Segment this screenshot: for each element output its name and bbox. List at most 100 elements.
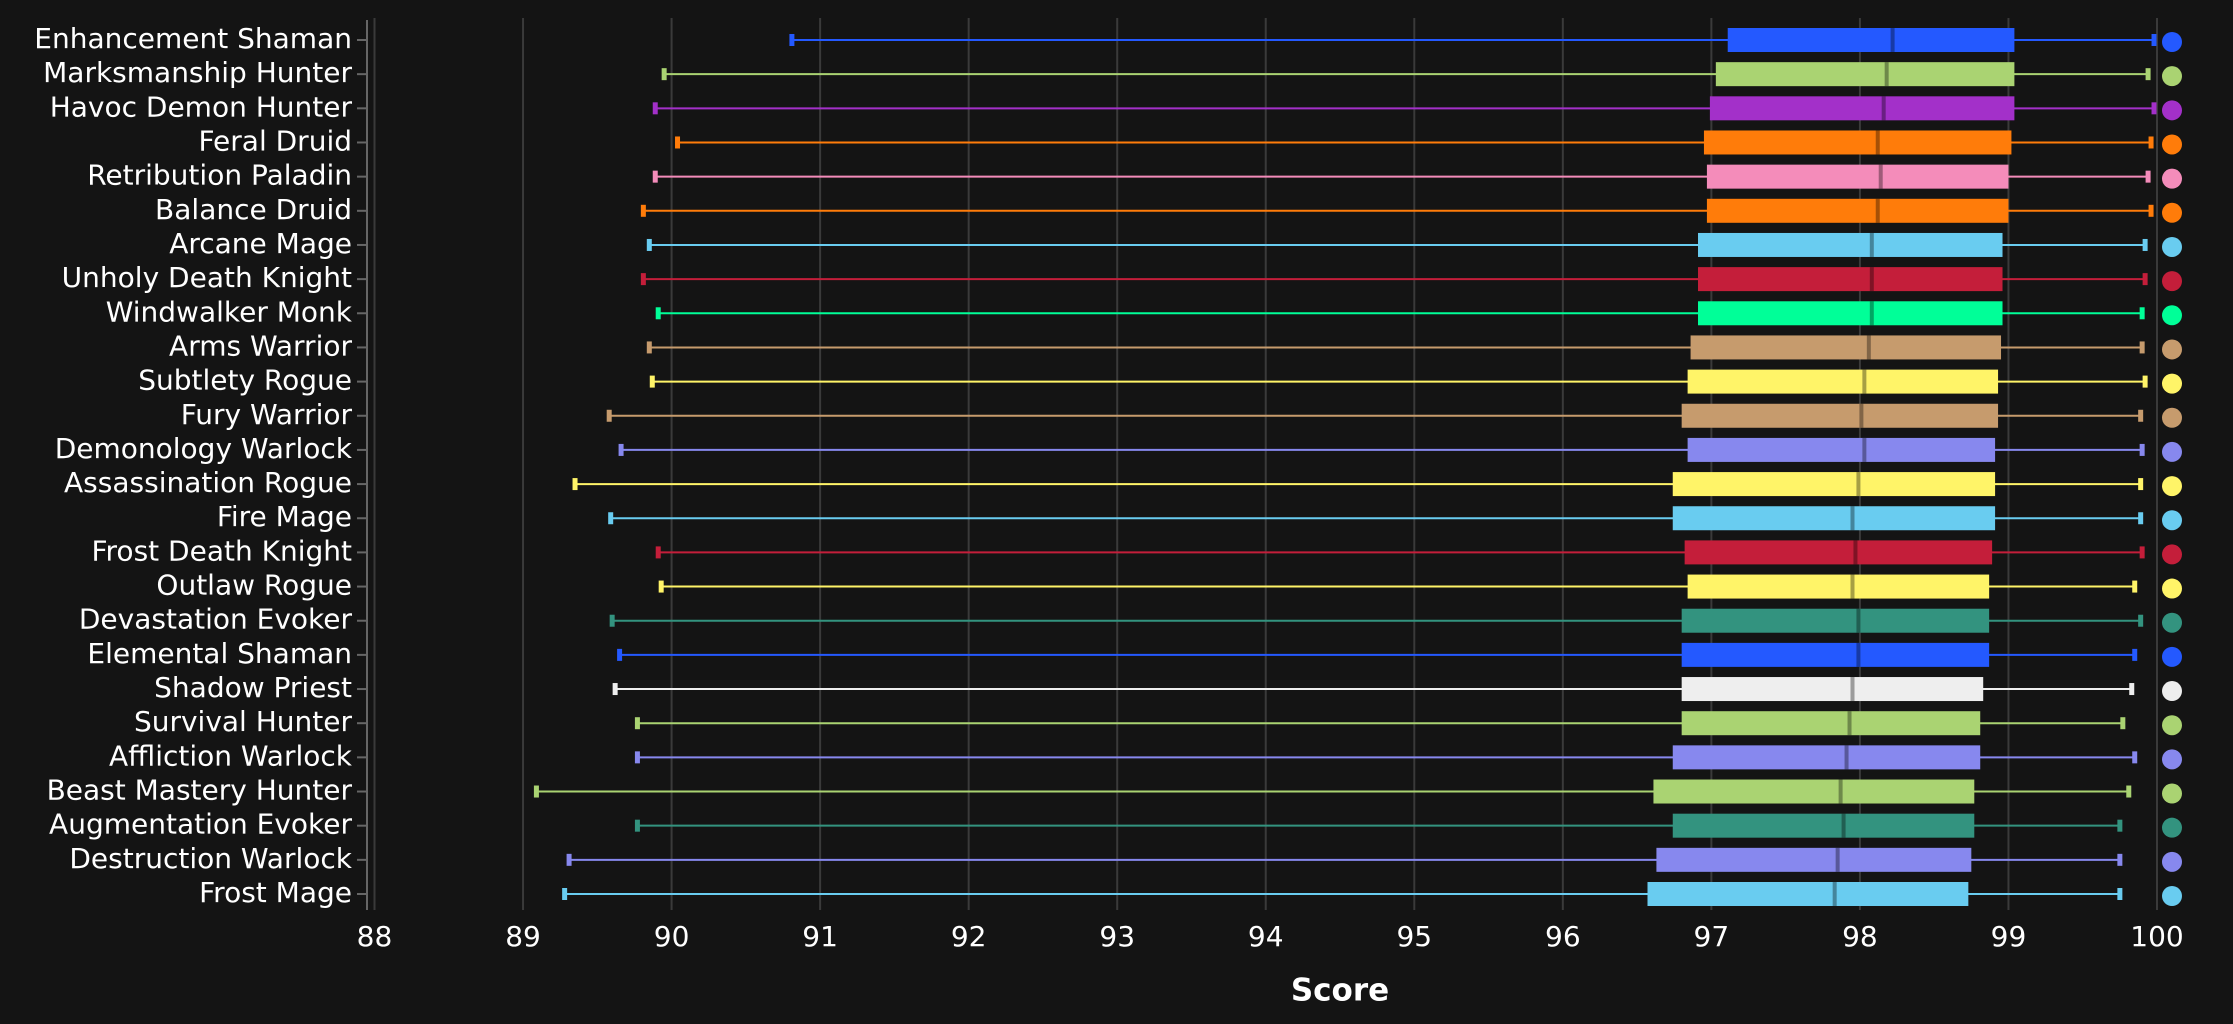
y-tick-label: Outlaw Rogue xyxy=(156,569,352,602)
outlier xyxy=(2162,510,2182,531)
whisker-cap xyxy=(612,683,618,696)
box xyxy=(1698,267,2003,292)
box xyxy=(1687,369,1999,394)
box xyxy=(1690,335,2002,360)
box xyxy=(1672,472,1996,497)
outlier xyxy=(2162,646,2182,667)
y-tick-label: Destruction Warlock xyxy=(69,842,352,875)
outlier xyxy=(2162,476,2182,497)
whisker-cap xyxy=(533,785,539,798)
x-tick-label: 95 xyxy=(1396,920,1432,953)
x-tick-label: 90 xyxy=(654,920,690,953)
whisker-cap xyxy=(649,375,655,388)
whisker-cap xyxy=(2145,68,2151,81)
whisker-cap xyxy=(2151,102,2157,115)
whisker-cap xyxy=(2132,580,2138,593)
outlier xyxy=(2162,32,2182,52)
outlier xyxy=(2162,168,2182,189)
whisker-cap xyxy=(2142,273,2148,286)
box xyxy=(1681,642,1990,667)
whisker-cap xyxy=(2132,648,2138,661)
whisker-cap xyxy=(2139,307,2145,320)
whisker-cap xyxy=(655,546,661,559)
whisker-cap xyxy=(2138,478,2144,491)
x-tick-label: 96 xyxy=(1545,920,1581,953)
whisker-cap xyxy=(2148,136,2154,149)
outlier xyxy=(2162,305,2182,326)
x-tick-label: 99 xyxy=(1991,920,2027,953)
whisker-cap xyxy=(2129,683,2135,696)
y-tick-label: Frost Death Knight xyxy=(91,534,352,567)
box xyxy=(1681,403,1999,428)
whisker-cap xyxy=(2117,853,2123,866)
y-tick-label: Survival Hunter xyxy=(134,705,353,738)
y-tick-label: Arcane Mage xyxy=(169,227,352,260)
y-tick-label: Beast Mastery Hunter xyxy=(47,774,353,807)
whisker-cap xyxy=(609,614,615,627)
whisker-cap xyxy=(646,238,652,251)
y-tick-label: Assassination Rogue xyxy=(64,466,352,499)
whisker-cap xyxy=(655,307,661,320)
whisker-cap xyxy=(640,273,646,286)
whisker-cap xyxy=(789,34,795,46)
box xyxy=(1672,745,1981,770)
y-tick-label: Fury Warrior xyxy=(181,398,353,431)
whisker-cap xyxy=(566,853,572,866)
whisker-cap xyxy=(634,819,640,832)
y-tick-label: Elemental Shaman xyxy=(87,637,352,670)
y-tick-label: Marksmanship Hunter xyxy=(43,56,352,89)
whisker-cap xyxy=(2139,341,2145,354)
y-tick-label: Affliction Warlock xyxy=(109,739,353,772)
whisker-cap xyxy=(658,580,664,593)
box xyxy=(1698,301,2003,326)
whisker-cap xyxy=(617,648,623,661)
y-tick-label: Demonology Warlock xyxy=(55,432,353,465)
whisker-cap xyxy=(2151,34,2157,46)
whisker-cap xyxy=(2139,443,2145,456)
y-tick-label: Havoc Demon Hunter xyxy=(50,90,353,123)
box xyxy=(1709,96,2015,121)
y-tick-label: Arms Warrior xyxy=(169,329,352,362)
box xyxy=(1681,677,1984,702)
outlier xyxy=(2162,271,2182,292)
y-tick-label: Frost Mage xyxy=(199,876,352,909)
outlier xyxy=(2162,202,2182,223)
y-tick-label: Devastation Evoker xyxy=(79,603,353,636)
outlier xyxy=(2162,681,2182,702)
whisker-cap xyxy=(572,478,578,491)
box xyxy=(1715,62,2015,87)
outlier xyxy=(2162,783,2182,804)
whisker-cap xyxy=(608,512,614,525)
whisker-cap xyxy=(606,409,612,422)
whisker-cap xyxy=(2120,717,2126,730)
outlier xyxy=(2162,817,2182,838)
x-tick-label: 92 xyxy=(951,920,987,953)
outlier xyxy=(2162,66,2182,87)
box xyxy=(1647,882,1969,906)
box xyxy=(1706,198,2009,223)
whisker-cap xyxy=(675,136,681,149)
y-tick-label: Shadow Priest xyxy=(154,671,352,704)
outlier xyxy=(2162,886,2182,906)
box xyxy=(1672,506,1996,531)
whisker-cap xyxy=(2148,204,2154,217)
box xyxy=(1672,813,1975,838)
outlier xyxy=(2162,134,2182,155)
whisker-cap xyxy=(2145,170,2151,183)
y-tick-label: Retribution Paladin xyxy=(87,159,352,192)
whisker-cap xyxy=(634,751,640,764)
x-tick-label: 94 xyxy=(1248,920,1284,953)
whisker-cap xyxy=(2139,546,2145,559)
y-tick-label: Augmentation Evoker xyxy=(49,808,352,841)
outlier xyxy=(2162,749,2182,770)
outlier xyxy=(2162,373,2182,394)
y-tick-label: Windwalker Monk xyxy=(106,295,353,328)
whisker-cap xyxy=(2138,614,2144,627)
whisker-cap xyxy=(562,888,568,900)
box xyxy=(1703,130,2012,155)
x-tick-label: 97 xyxy=(1694,920,1730,953)
whisker-cap xyxy=(652,102,658,115)
outlier xyxy=(2162,441,2182,462)
whisker-cap xyxy=(618,443,624,456)
x-tick-label: 89 xyxy=(505,920,541,953)
